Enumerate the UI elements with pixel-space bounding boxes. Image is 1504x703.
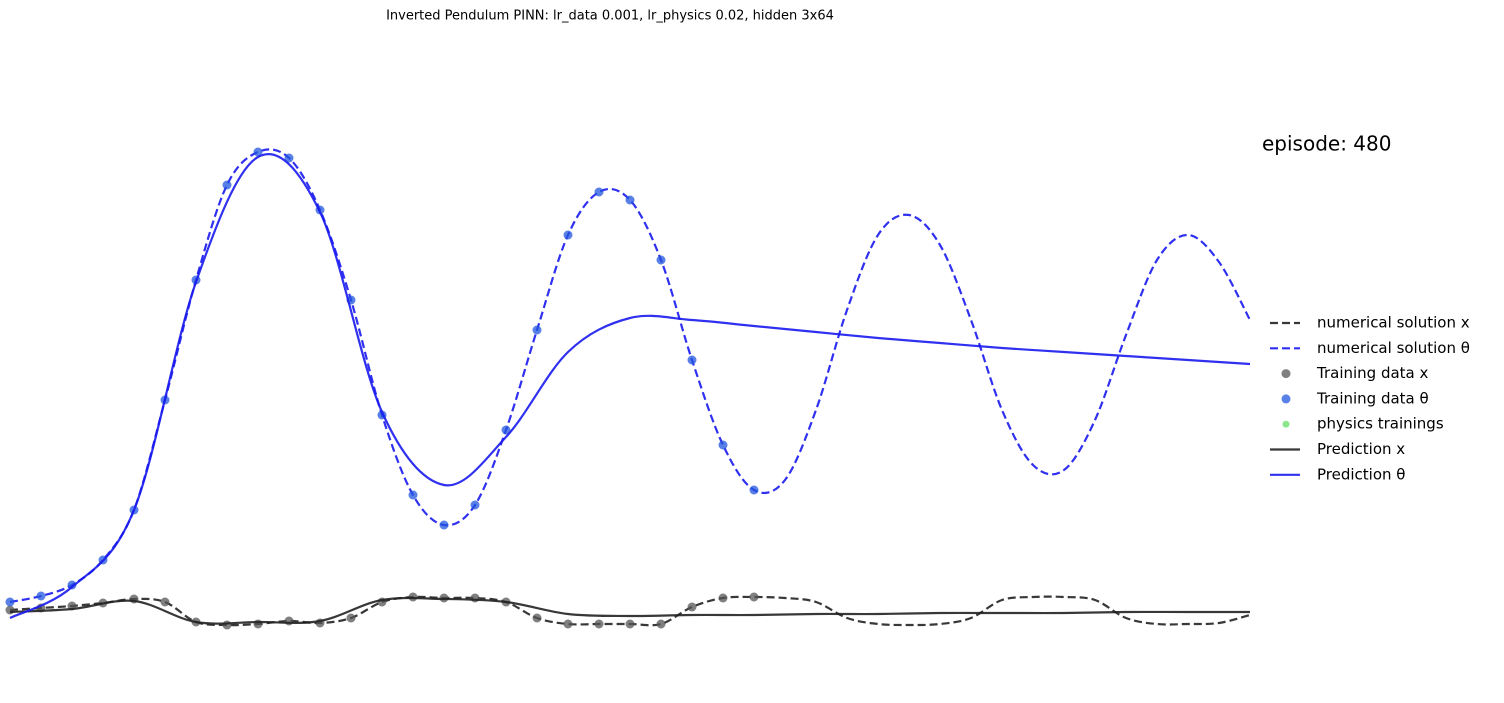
series-line (9, 152, 1251, 619)
data-point (5, 605, 15, 615)
episode-annotation: episode: 480 (1262, 132, 1391, 156)
legend-label: Prediction x (1317, 440, 1405, 458)
data-point (470, 500, 480, 510)
legend-label: Training data x (1316, 364, 1429, 382)
data-point (470, 593, 480, 603)
data-point (625, 619, 635, 629)
data-point (160, 597, 170, 607)
data-point (594, 187, 604, 197)
data-point (656, 619, 666, 629)
data-point (439, 520, 449, 530)
legend-label: numerical solution θ (1317, 339, 1470, 357)
data-point (408, 490, 418, 500)
legend-swatch (1281, 394, 1291, 404)
data-point (563, 619, 573, 629)
legend: numerical solution x numerical solution θ… (1270, 314, 1470, 483)
data-point (532, 613, 542, 623)
legend-label: Training data θ (1316, 389, 1429, 407)
data-point (532, 325, 542, 335)
data-point (687, 355, 697, 365)
data-point (594, 619, 604, 629)
data-point (563, 230, 573, 240)
legend-label: numerical solution x (1317, 314, 1470, 332)
data-point (718, 440, 728, 450)
data-point (749, 485, 759, 495)
data-point (749, 592, 759, 602)
legend-swatch (1282, 420, 1290, 428)
legend-label: physics trainings (1317, 415, 1444, 433)
data-point (656, 255, 666, 265)
legend-label: Prediction θ (1317, 465, 1405, 483)
data-point (67, 580, 77, 590)
data-point (718, 593, 728, 603)
legend-swatch (1281, 369, 1291, 379)
data-point (253, 619, 263, 629)
chart-title: Inverted Pendulum PINN: lr_data 0.001, l… (386, 9, 834, 24)
data-point (5, 597, 15, 607)
data-point (284, 153, 294, 163)
data-point (501, 425, 511, 435)
data-point (687, 602, 697, 612)
data-point (222, 180, 232, 190)
data-point (253, 147, 263, 157)
data-point (346, 613, 356, 623)
data-point (222, 620, 232, 630)
data-point (408, 592, 418, 602)
series-line (9, 596, 1250, 625)
data-point (284, 616, 294, 626)
data-point (625, 195, 635, 205)
data-point (36, 591, 46, 601)
series-line (9, 148, 1251, 604)
